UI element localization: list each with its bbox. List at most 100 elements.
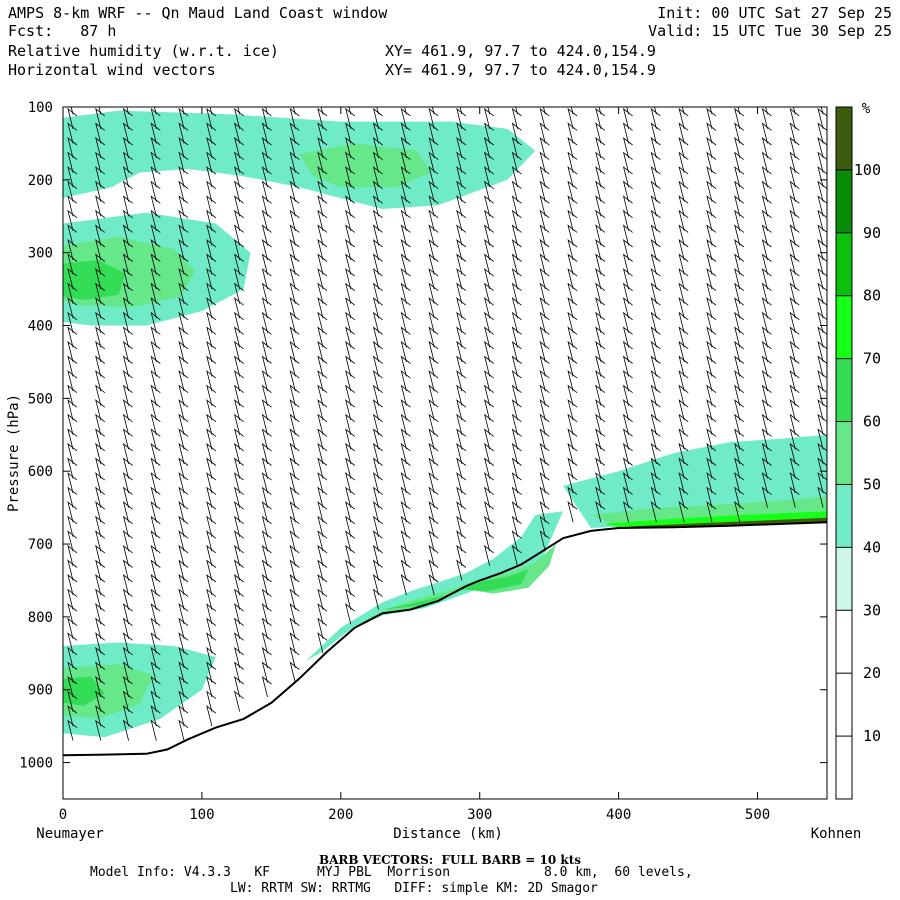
wind-barb <box>428 370 439 392</box>
wind-barb <box>622 122 633 144</box>
wind-barb <box>261 603 272 625</box>
wind-barb <box>345 515 356 537</box>
wind-barb <box>539 515 550 537</box>
field2-xy: XY= 461.9, 97.7 to 424.0,154.9 <box>385 61 656 79</box>
wind-barb <box>206 472 217 494</box>
wind-barb <box>539 472 550 494</box>
wind-barb <box>511 472 522 494</box>
wind-barb <box>595 384 606 406</box>
wind-barb <box>789 370 800 392</box>
wind-barb <box>345 326 356 348</box>
wind-barb <box>678 326 689 348</box>
wind-barb <box>678 355 689 377</box>
wind-barb <box>67 515 78 537</box>
wind-barb <box>595 311 606 333</box>
wind-barb <box>734 340 745 362</box>
wind-barb <box>122 573 133 596</box>
wind-barb <box>622 399 633 421</box>
wind-barb <box>95 617 106 639</box>
wind-barb <box>345 282 356 304</box>
wind-barb <box>706 238 717 261</box>
wind-barb <box>261 457 272 479</box>
wind-barb <box>706 340 717 362</box>
wind-barb <box>428 413 439 435</box>
wind-barb <box>372 573 383 596</box>
wind-barb <box>428 515 439 537</box>
wind-barb <box>345 399 356 421</box>
wind-barb <box>400 282 411 304</box>
wind-barb <box>539 107 550 129</box>
wind-barb <box>734 472 745 494</box>
wind-barb <box>650 122 661 144</box>
wind-barb <box>761 472 772 494</box>
wind-barb-layer <box>67 107 827 741</box>
wind-barb <box>817 166 827 188</box>
wind-barb <box>345 559 356 581</box>
wind-barb <box>209 107 213 115</box>
wind-barb <box>317 180 328 202</box>
wind-barb <box>206 209 217 231</box>
wind-barb <box>372 238 383 261</box>
wind-barb <box>67 122 78 144</box>
colorbar-label: 70 <box>863 350 881 368</box>
wind-barb <box>95 705 106 727</box>
wind-barb <box>706 413 717 435</box>
wind-barb <box>261 151 272 173</box>
wind-barb <box>511 195 522 217</box>
wind-barb <box>789 428 800 450</box>
wind-barb <box>706 209 717 231</box>
y-tick-label: 600 <box>28 464 53 480</box>
wind-barb <box>95 515 106 537</box>
wind-barb <box>372 544 383 566</box>
wind-barb <box>817 195 827 217</box>
wind-barb <box>817 297 827 319</box>
wind-barb <box>95 151 106 173</box>
wind-barb <box>428 472 439 494</box>
wind-barb <box>734 413 745 435</box>
wind-barb <box>595 151 606 173</box>
wind-barb <box>761 268 772 290</box>
wind-barb <box>567 122 578 144</box>
wind-barb <box>484 413 494 435</box>
wind-barb <box>650 472 661 494</box>
wind-barb <box>317 151 328 173</box>
wind-barb <box>261 224 272 246</box>
wind-barb <box>400 501 411 523</box>
wind-barb <box>428 195 439 217</box>
wind-barb <box>789 384 800 406</box>
wind-barb <box>761 442 772 464</box>
wind-barb <box>456 428 467 450</box>
wind-barb <box>95 355 106 377</box>
forecast-hour: Fcst: 87 h <box>8 22 117 40</box>
wind-barb <box>734 486 745 508</box>
wind-barb <box>456 297 467 319</box>
wind-barb <box>122 617 133 639</box>
wind-barb <box>150 399 161 421</box>
wind-barb <box>456 136 467 159</box>
wind-barb <box>539 282 550 304</box>
wind-barb <box>428 180 439 202</box>
wind-barb <box>761 486 772 508</box>
wind-barb <box>95 544 106 566</box>
wind-barb <box>289 297 300 319</box>
wind-barb <box>234 326 244 348</box>
wind-barb <box>289 457 300 479</box>
wind-barb <box>456 122 467 144</box>
wind-barb <box>289 253 300 275</box>
wind-barb <box>372 384 383 406</box>
wind-barb <box>67 544 78 566</box>
humidity-region-14 <box>625 517 827 528</box>
wind-barb <box>122 370 133 392</box>
wind-barb <box>400 326 411 348</box>
wind-barb <box>789 180 800 202</box>
wind-barb <box>122 107 133 129</box>
wind-barb <box>595 370 606 392</box>
wind-barb <box>206 617 217 639</box>
wind-barb <box>678 253 689 275</box>
wind-barb <box>122 297 133 319</box>
wind-barb <box>400 428 411 450</box>
wind-barb <box>761 122 772 144</box>
wind-barb <box>595 238 606 261</box>
wind-barb <box>67 501 78 523</box>
wind-barb <box>178 151 189 173</box>
